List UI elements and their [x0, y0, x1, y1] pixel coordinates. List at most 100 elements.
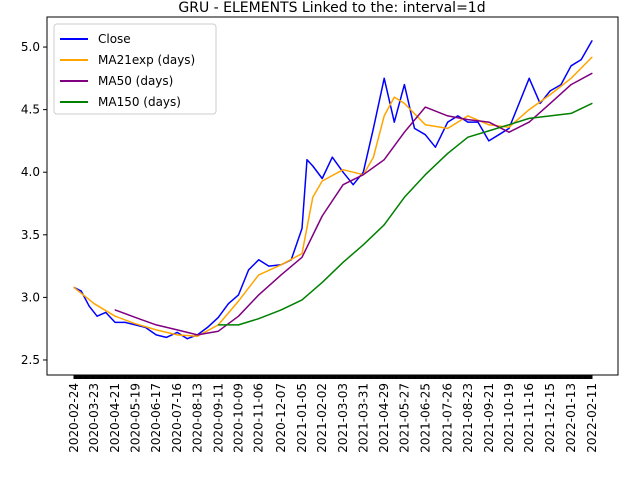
y-tick-label: 3.5	[21, 228, 40, 242]
data-point	[498, 134, 500, 136]
series-layer	[73, 40, 593, 340]
x-tick-label: 2020-10-09	[231, 383, 245, 453]
x-tick-label: 2020-04-21	[108, 383, 122, 453]
data-point	[467, 136, 469, 138]
data-point	[206, 326, 209, 329]
series-ma50-days	[114, 72, 593, 336]
x-tick-label: 2020-08-13	[190, 383, 204, 453]
data-point	[134, 316, 136, 319]
data-point	[134, 323, 136, 325]
data-point	[196, 335, 198, 337]
data-point	[383, 224, 385, 226]
data-point	[549, 94, 551, 96]
data-point	[413, 127, 416, 130]
data-point	[342, 169, 344, 171]
data-point	[488, 130, 490, 132]
data-point	[321, 281, 323, 283]
x-tick-label: 2021-12-15	[543, 383, 557, 453]
data-point	[383, 115, 385, 117]
data-point	[306, 159, 308, 161]
x-tick-label: 2021-07-26	[441, 383, 455, 453]
data-point	[383, 159, 385, 161]
data-point	[518, 102, 520, 104]
data-point	[258, 259, 260, 261]
data-point	[477, 121, 479, 123]
data-point	[372, 156, 375, 158]
data-point	[488, 124, 490, 126]
data-point	[508, 131, 510, 133]
y-tick-label: 3.0	[21, 290, 40, 304]
data-point	[528, 109, 530, 111]
legend-entry: MA50 (days)	[98, 74, 173, 88]
x-tick-label: 2021-11-16	[522, 383, 536, 453]
data-point	[580, 58, 582, 61]
data-point	[403, 83, 406, 86]
data-point	[134, 324, 136, 326]
data-point	[447, 121, 449, 123]
data-point	[186, 338, 188, 340]
data-point	[258, 294, 260, 296]
x-axis: 2020-02-24 2020-03-23 2020-04-21 2020-05-19…	[67, 375, 599, 453]
chart-title: GRU - ELEMENTS Linked to the: interval=1…	[178, 0, 485, 16]
data-point	[312, 196, 314, 198]
x-tick-label: 2020-12-07	[274, 383, 288, 453]
x-tick-label: 2021-05-27	[397, 383, 411, 453]
data-point	[176, 331, 178, 334]
y-tick-label: 5.0	[21, 40, 40, 54]
data-point	[508, 126, 510, 128]
data-point	[447, 152, 449, 155]
data-point	[570, 112, 572, 114]
data-point	[362, 174, 364, 176]
legend: Close MA21exp (days) MA50 (days) MA150 (day…	[53, 23, 217, 115]
data-point	[196, 334, 198, 336]
data-point	[331, 156, 333, 158]
data-point	[549, 90, 551, 92]
data-point	[393, 96, 395, 98]
x-tick-label: 2021-01-05	[295, 383, 309, 453]
x-tick-label: 2020-03-23	[87, 383, 101, 453]
x-tick-label: 2021-03-31	[356, 383, 370, 453]
data-point	[528, 117, 530, 119]
x-tick-label: 2020-09-11	[211, 383, 225, 453]
data-point	[528, 121, 530, 123]
data-point	[258, 318, 260, 320]
data-point	[105, 311, 107, 314]
data-point	[280, 274, 282, 276]
x-tick-label: 2021-03-03	[336, 383, 350, 453]
x-tick-label: 2020-06-17	[149, 383, 163, 453]
data-point	[434, 146, 437, 148]
data-point	[467, 119, 469, 121]
data-point	[560, 83, 562, 86]
data-point	[591, 40, 593, 42]
data-point	[570, 77, 572, 79]
x-tick-label: 2022-01-13	[564, 383, 578, 453]
data-point	[352, 184, 354, 186]
data-point	[237, 315, 240, 317]
data-point	[155, 324, 157, 326]
data-point	[424, 124, 426, 126]
data-point	[237, 300, 240, 302]
data-point	[124, 321, 126, 324]
x-tick-label: 2021-10-19	[502, 383, 516, 453]
series-line	[114, 72, 593, 336]
data-point	[403, 102, 406, 104]
data-point	[362, 244, 364, 246]
legend-entry: MA21exp (days)	[98, 53, 195, 67]
data-point	[570, 83, 572, 86]
data-point	[403, 196, 406, 198]
data-point	[73, 286, 75, 288]
data-point	[268, 265, 270, 267]
data-point	[301, 299, 303, 301]
legend-entry: Close	[98, 32, 131, 46]
data-point	[217, 324, 219, 326]
data-point	[237, 324, 240, 326]
data-point	[258, 274, 260, 276]
data-point	[457, 115, 459, 117]
y-axis: 2.5 3.0 3.5 4.0 4.5 5.0	[21, 40, 47, 367]
x-tick-label: 2021-02-02	[315, 383, 329, 453]
data-point	[165, 336, 167, 339]
data-point	[393, 121, 395, 123]
data-point	[372, 127, 375, 130]
data-point	[321, 215, 323, 217]
